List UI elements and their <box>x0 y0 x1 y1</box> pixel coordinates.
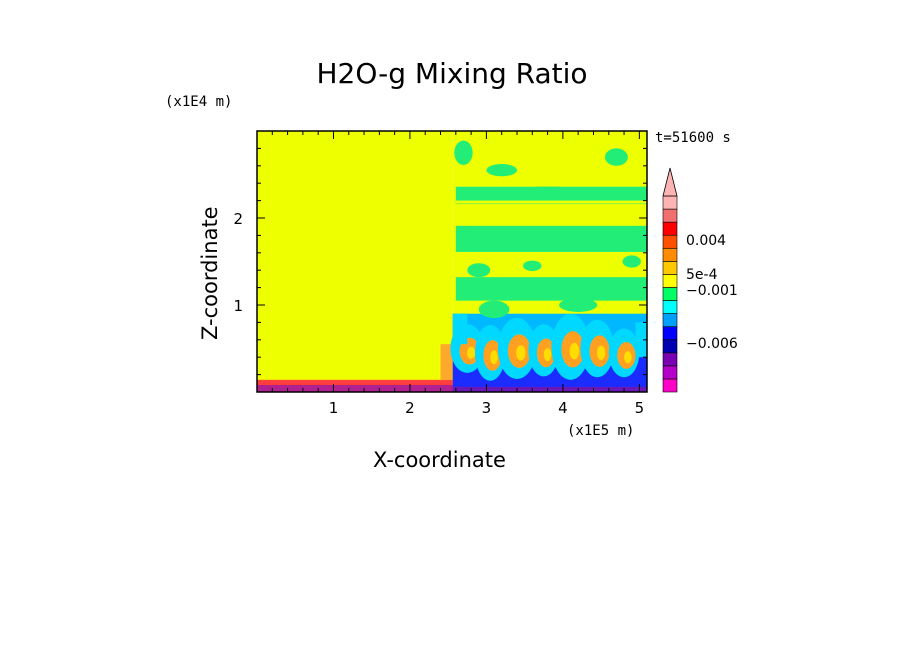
x-tick-label: 5 <box>635 399 645 417</box>
green-blob <box>509 186 586 198</box>
colorbar-segment <box>662 352 678 367</box>
colorbar-segment <box>662 326 678 341</box>
colorbar-segment <box>662 365 678 380</box>
colorbar-segment <box>662 208 678 223</box>
green-blob <box>467 263 491 278</box>
yellow-stripe <box>455 200 647 204</box>
yellow-core <box>490 350 498 365</box>
surface-base <box>257 385 453 392</box>
colorbar-label: −0.001 <box>686 283 738 299</box>
chart-title: H2O-g Mixing Ratio <box>316 57 588 90</box>
y-tick-label: 1 <box>233 297 243 315</box>
colorbar-label: 0.004 <box>686 233 726 249</box>
yellow-core <box>516 345 526 361</box>
colorbar-segment <box>662 221 678 236</box>
boundary-warm-patch <box>440 344 453 380</box>
colorbar-label: 5e-4 <box>686 267 718 283</box>
colorbar-segment <box>662 195 678 210</box>
colorbar-segment <box>662 339 678 354</box>
x-tick-label: 3 <box>482 399 492 417</box>
x-tick-label: 1 <box>329 399 339 417</box>
green-blob <box>486 164 517 177</box>
purple-floor <box>452 386 647 392</box>
x-tick-label: 4 <box>558 399 568 417</box>
colorbar-segment <box>662 313 678 327</box>
green-blob <box>622 255 641 268</box>
x-tick-label: 2 <box>405 399 415 417</box>
yellow-core <box>596 345 606 361</box>
yellow-core <box>466 346 476 359</box>
plot-frame <box>256 130 648 393</box>
colorbar-segment <box>662 378 678 393</box>
colorbar: 0.004 5e-4−0.001 −0.006 <box>662 167 738 393</box>
y-axis-ticks: 12 <box>233 147 647 376</box>
yellow-core <box>569 342 580 360</box>
colorbar-segment <box>662 261 678 275</box>
region-left-domain <box>257 131 453 387</box>
y-axis-label: Z-coordinate <box>198 206 222 340</box>
colorbar-segment <box>662 287 678 301</box>
yellow-core <box>624 351 632 364</box>
green-blob <box>559 298 598 312</box>
green-blob <box>604 148 628 166</box>
colorbar-segment <box>662 300 678 314</box>
x-axis-ticks: 1 2 3 4 5 <box>271 131 645 417</box>
x-scale-label: (x1E5 m) <box>567 423 635 439</box>
cyan-right <box>635 322 647 358</box>
region-upper-band-2 <box>455 225 647 252</box>
x-axis-label: X-coordinate <box>373 448 506 472</box>
colorbar-label: −0.006 <box>686 336 738 352</box>
region-mid-band <box>455 277 647 301</box>
green-blob <box>478 300 510 319</box>
colorbar-segment <box>662 234 678 249</box>
yellow-core <box>543 348 552 362</box>
green-blob <box>523 260 542 272</box>
green-blob <box>454 140 473 165</box>
colorbar-segment <box>662 247 678 262</box>
cyan-left <box>452 313 468 345</box>
surface-edge <box>257 379 453 383</box>
time-label: t=51600 s <box>655 130 731 146</box>
y-tick-label: 2 <box>233 210 243 228</box>
turbulent-plumes <box>450 313 647 392</box>
y-scale-label: (x1E4 m) <box>165 94 233 110</box>
colorbar-extend-arrow <box>662 167 678 197</box>
colorbar-segment <box>662 274 678 288</box>
